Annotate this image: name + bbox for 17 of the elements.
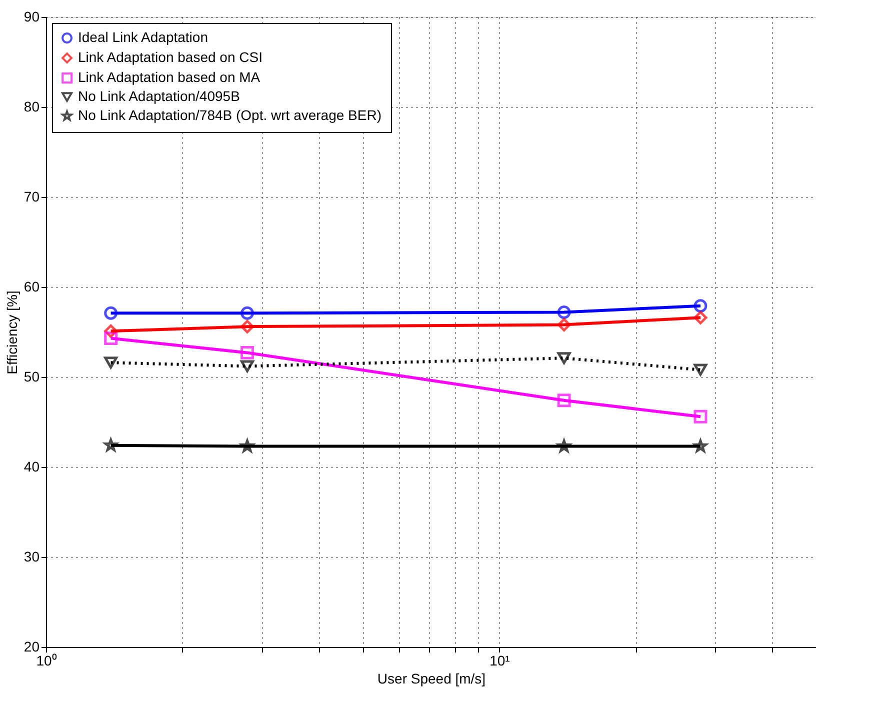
legend-label: No Link Adaptation/4095B <box>78 88 240 104</box>
y-tick-label: 30 <box>24 548 40 564</box>
x-tick-label: 10⁰ <box>36 652 57 668</box>
x-tick-label: 10¹ <box>490 652 510 668</box>
legend-label: No Link Adaptation/784B (Opt. wrt average BER) <box>78 107 382 123</box>
y-tick-label: 40 <box>24 458 40 474</box>
y-tick-label: 70 <box>24 188 40 204</box>
y-tick-label: 20 <box>24 638 40 654</box>
legend-label: Link Adaptation based on CSI <box>78 49 262 65</box>
y-tick-label: 60 <box>24 278 40 294</box>
x-axis-title: User Speed [m/s] <box>377 670 486 686</box>
y-tick-label: 80 <box>24 98 40 114</box>
legend-label: Ideal Link Adaptation <box>78 29 208 45</box>
legend-label: Link Adaptation based on MA <box>78 69 261 85</box>
y-axis-title: Efficiency [%] <box>4 290 20 374</box>
y-tick-label: 50 <box>24 368 40 384</box>
y-tick-label: 90 <box>24 8 40 24</box>
